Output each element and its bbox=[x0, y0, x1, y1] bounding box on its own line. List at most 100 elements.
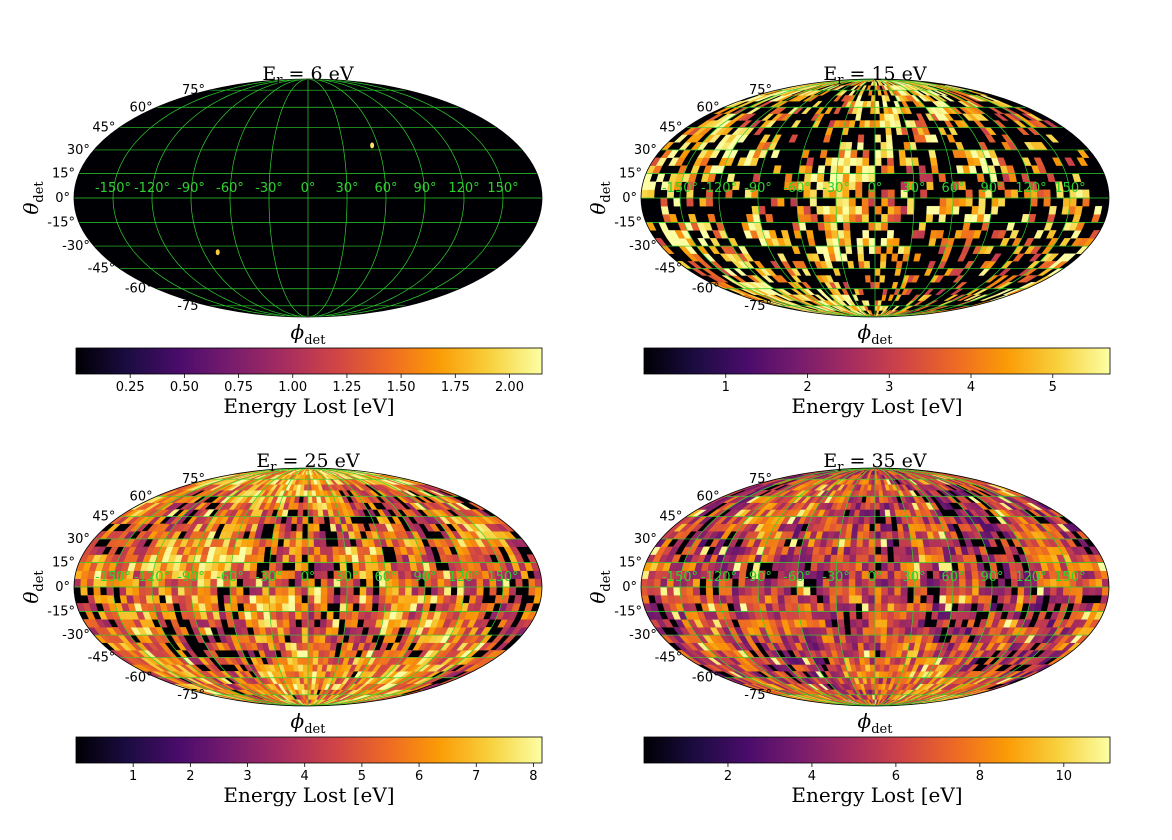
heatmap-cell bbox=[307, 509, 314, 517]
heatmap-cell bbox=[837, 157, 845, 166]
colorbar-tick-label: 0.25 bbox=[116, 380, 145, 395]
heatmap-cell bbox=[357, 611, 366, 620]
latitude-tick-label: 60° bbox=[130, 489, 153, 504]
heatmap-cell bbox=[925, 603, 934, 612]
heatmap-cell bbox=[268, 586, 276, 596]
heatmap-cell bbox=[288, 595, 296, 604]
heatmap-cell bbox=[862, 627, 870, 636]
heatmap-cell bbox=[887, 205, 895, 215]
heatmap-cell bbox=[879, 120, 886, 128]
heatmap-cell bbox=[340, 586, 348, 596]
latitude-tick-label: 60° bbox=[130, 100, 153, 115]
heatmap-cell bbox=[534, 578, 542, 588]
heatmap-cell bbox=[856, 627, 864, 636]
longitude-tick-label: -60° bbox=[216, 570, 244, 585]
panel-title: Er = 6 eV bbox=[262, 63, 353, 88]
heatmap-cell bbox=[292, 664, 300, 672]
heatmap-cell bbox=[326, 619, 334, 628]
heatmap-cell bbox=[404, 595, 413, 604]
heatmap-cell bbox=[158, 586, 166, 596]
heatmap-cell bbox=[1064, 157, 1076, 166]
latitude-tick-label: -15° bbox=[47, 604, 75, 619]
heatmap-cell bbox=[918, 165, 927, 174]
heatmap-cell bbox=[1062, 586, 1071, 596]
heatmap-cell bbox=[997, 157, 1007, 166]
heatmap-cell bbox=[972, 586, 980, 596]
longitude-tick-label: 90° bbox=[980, 181, 1003, 196]
heatmap-cell bbox=[119, 586, 127, 596]
heatmap-cell bbox=[292, 502, 300, 510]
heatmap-cell bbox=[887, 595, 895, 604]
latitude-tick-label: 0° bbox=[55, 580, 70, 595]
heatmap-cell bbox=[346, 586, 354, 596]
map-panel-3: Er = 25 eV75°60°45°30°15°0°-15°-30°-45°-… bbox=[19, 450, 543, 807]
heatmap-cell bbox=[270, 619, 278, 628]
heatmap-cell bbox=[333, 595, 341, 604]
y-axis-symbol: θ bbox=[19, 203, 43, 215]
heatmap-cell bbox=[758, 205, 766, 215]
colorbar-tick-label: 0.75 bbox=[224, 380, 253, 395]
heatmap-cell bbox=[845, 634, 853, 643]
heatmap-cell bbox=[939, 205, 947, 215]
heatmap-cell bbox=[868, 619, 876, 628]
heatmap-cell bbox=[952, 586, 960, 596]
title-value: = 25 eV bbox=[276, 450, 359, 472]
heatmap-cell bbox=[301, 603, 309, 612]
heatmap-cell bbox=[653, 586, 662, 596]
heatmap-cell bbox=[783, 586, 791, 596]
heatmap-cell bbox=[244, 554, 252, 563]
heatmap-cell bbox=[868, 197, 876, 207]
heatmap-cell bbox=[243, 603, 251, 612]
heatmap-cell bbox=[307, 595, 315, 604]
heatmap-cell bbox=[318, 650, 325, 658]
heatmap-cell bbox=[313, 531, 321, 540]
heatmap-cell bbox=[165, 595, 174, 604]
heatmap-cell bbox=[289, 627, 297, 636]
heatmap-cell bbox=[814, 294, 827, 301]
heatmap-cell bbox=[660, 586, 668, 596]
heatmap-cell bbox=[297, 657, 304, 665]
latitude-tick-label: 0° bbox=[622, 191, 637, 206]
heatmap-cell bbox=[256, 554, 265, 563]
heatmap-cell bbox=[372, 595, 380, 604]
heatmap-cell bbox=[861, 595, 869, 604]
heatmap-cell bbox=[879, 657, 886, 665]
heatmap-cell bbox=[328, 650, 336, 658]
heatmap-cell bbox=[275, 603, 283, 612]
heatmap-cell bbox=[816, 586, 824, 596]
latitude-tick-label: -45° bbox=[88, 651, 116, 666]
heatmap-cell bbox=[413, 683, 433, 690]
latitude-tick-label: -45° bbox=[88, 262, 116, 277]
latitude-tick-label: 75° bbox=[182, 83, 205, 98]
heatmap-cell bbox=[74, 578, 82, 588]
meridian-line bbox=[757, 79, 876, 317]
x-axis-symbol: ϕ bbox=[291, 709, 305, 733]
heatmap-cell bbox=[990, 253, 1002, 262]
heatmap-cell bbox=[288, 586, 296, 596]
longitude-tick-label: 0° bbox=[301, 570, 316, 585]
heatmap-cell bbox=[885, 650, 892, 658]
heatmap-cell bbox=[132, 586, 140, 596]
heatmap-cell bbox=[314, 611, 321, 620]
heatmap-cell bbox=[977, 205, 986, 215]
heatmap-cell bbox=[823, 603, 831, 612]
heatmap-cell bbox=[874, 222, 882, 231]
heatmap-cell bbox=[313, 627, 321, 636]
heatmap-cell bbox=[223, 595, 231, 604]
heatmap-cell bbox=[1095, 578, 1103, 588]
heatmap-cell bbox=[385, 595, 393, 604]
heatmap-cell bbox=[874, 619, 882, 628]
heatmap-cell bbox=[857, 134, 865, 143]
heatmap-cell bbox=[203, 595, 212, 604]
heatmap-cell bbox=[859, 664, 867, 672]
heatmap-cell bbox=[880, 253, 887, 262]
heatmap-cell bbox=[390, 603, 399, 612]
heatmap-cell bbox=[288, 611, 296, 620]
heatmap-cell bbox=[809, 197, 817, 207]
heatmap-cell bbox=[744, 586, 753, 596]
heatmap-cell bbox=[848, 173, 857, 182]
heatmap-cell bbox=[874, 205, 882, 215]
heatmap-cell bbox=[256, 603, 264, 612]
heatmap-cells bbox=[215, 142, 375, 256]
heatmap-cell bbox=[881, 197, 889, 207]
